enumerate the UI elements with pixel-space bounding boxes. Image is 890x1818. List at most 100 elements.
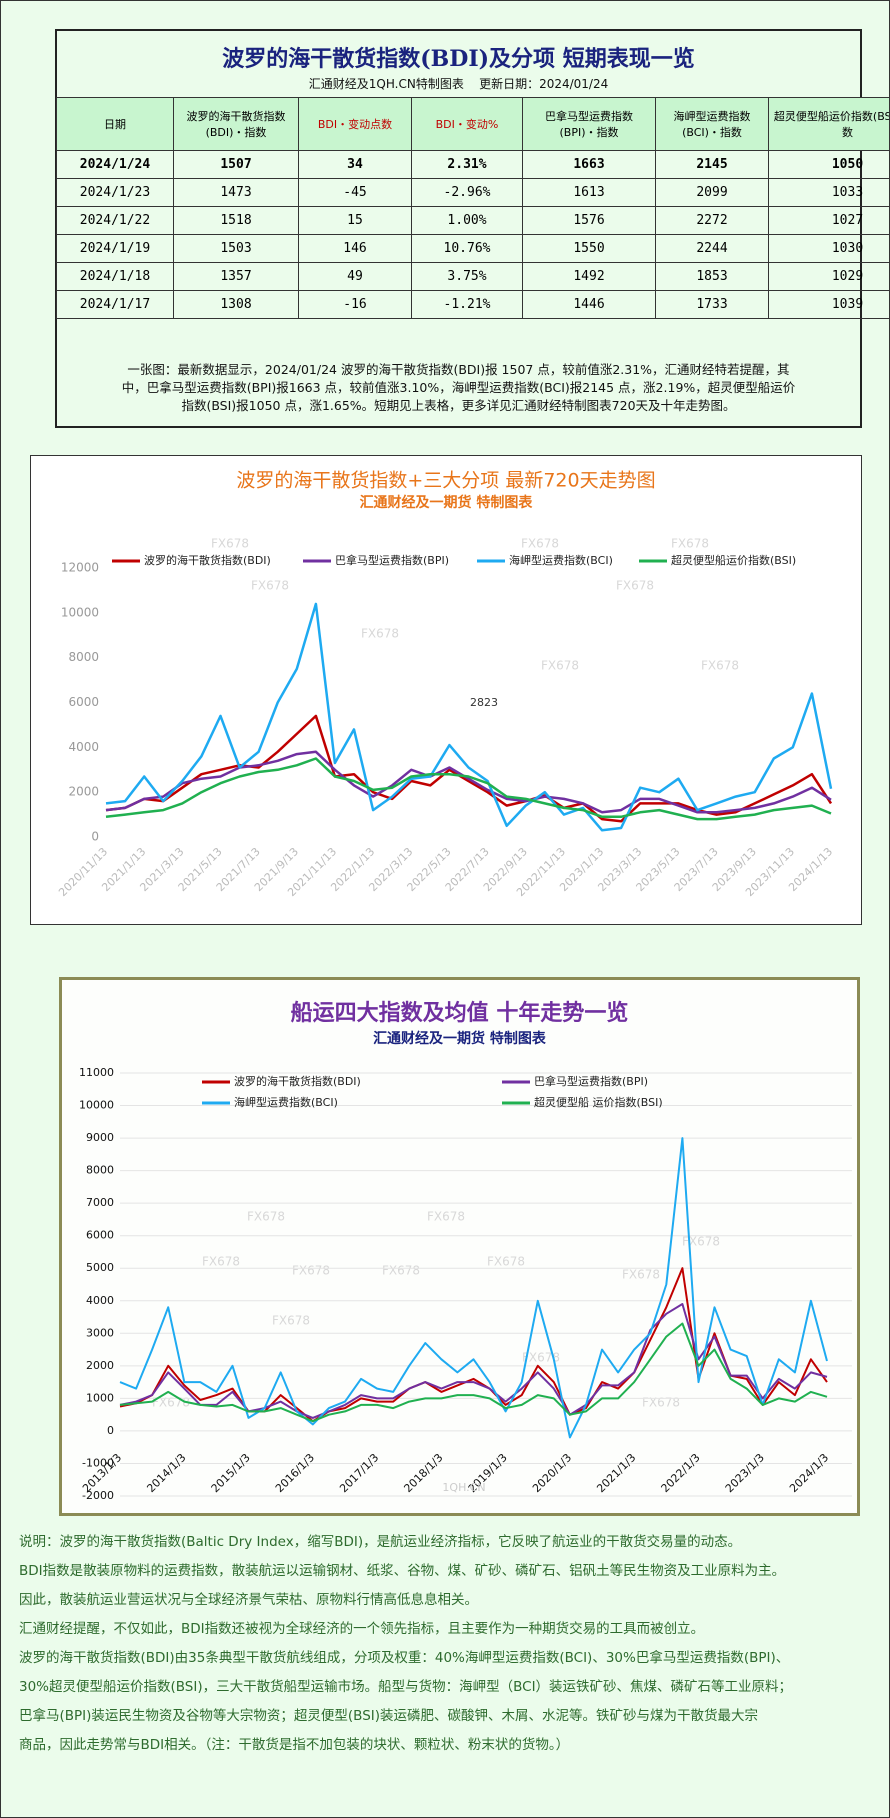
watermark: FX678 [202, 1255, 240, 1269]
table-cell: 1446 [522, 290, 656, 319]
y-tick-label: 10000 [79, 1099, 114, 1112]
watermark: FX678 [427, 1210, 465, 1224]
x-tick-label: 2015/1/3 [209, 1451, 253, 1495]
series-line [119, 1267, 828, 1423]
x-tick-label: 2021/1/3 [594, 1451, 638, 1495]
table-cell: 2.31% [411, 150, 523, 179]
column-header: BDI・变动点数 [298, 97, 412, 151]
chart-subtitle: 汇通财经及一期货 特制图表 [373, 1030, 547, 1047]
table-cell: 2024/1/19 [56, 234, 174, 263]
watermark: FX678 [642, 1396, 680, 1410]
summary-text: 一张图：最新数据显示，2024/01/24 波罗的海干散货指数(BDI)报 15… [63, 361, 854, 415]
table-cell: 2024/1/17 [56, 290, 174, 319]
column-header: 海岬型运费指数(BCI)・指数 [655, 97, 769, 151]
y-tick-label: 2000 [68, 785, 99, 799]
legend-label: 巴拿马型运费指数(BPI) [335, 553, 449, 567]
annotation: 2823 [470, 696, 498, 709]
series-line [105, 750, 832, 814]
table-cell: 10.76% [411, 234, 523, 263]
x-tick-label: 2014/1/3 [144, 1451, 188, 1495]
note-line: 30%超灵便型船运价指数(BSI)，三大干散货船型运输市场。船型与货物：海岬型（… [19, 1679, 793, 1695]
table-cell: 34 [298, 150, 412, 179]
legend-label: 超灵便型船 运价指数(BSI) [534, 1095, 663, 1109]
watermark: FX678 [682, 1235, 720, 1249]
table-cell: 146 [298, 234, 412, 263]
table-cell: 1029 [768, 262, 889, 291]
column-header: 巴拿马型运费指数(BPI)・指数 [522, 97, 656, 151]
table-cell: 1050 [768, 150, 889, 179]
table-row: 2024/1/17 1308 -16 -1.21% 1446 1733 1039 [56, 290, 889, 319]
y-tick-label: 1000 [86, 1391, 114, 1404]
table-cell: 1518 [173, 206, 299, 235]
x-tick-label: 2016/1/3 [273, 1451, 317, 1495]
table-row: 2024/1/24 1507 34 2.31% 1663 2145 1050 [56, 150, 889, 179]
series-line [119, 1303, 828, 1419]
table-cell: 1503 [173, 234, 299, 263]
legend-label: 海岬型运费指数(BCI) [509, 553, 613, 567]
watermark: FX678 [272, 1314, 310, 1328]
x-tick-label: 2020/1/3 [530, 1451, 574, 1495]
y-tick-label: 6000 [86, 1229, 114, 1242]
y-tick-label: 12000 [61, 561, 99, 575]
table-cell: 15 [298, 206, 412, 235]
table-cell: 2024/1/24 [56, 150, 174, 179]
table-cell: 2244 [655, 234, 769, 263]
legend-label: 波罗的海干散货指数(BDI) [144, 553, 271, 567]
y-tick-label: 11000 [79, 1066, 114, 1079]
x-tick-label: 2018/1/3 [401, 1451, 445, 1495]
y-tick-label: 4000 [86, 1294, 114, 1307]
table-cell: 1576 [522, 206, 656, 235]
y-tick-label: -1000 [82, 1456, 114, 1469]
note-line: 因此，散装航运业营运状况与全球经济景气荣枯、原物料行情高低息息相关。 [19, 1592, 478, 1608]
table-cell: 1030 [768, 234, 889, 263]
watermark: FX678 [701, 659, 739, 673]
series-line [105, 757, 832, 821]
y-tick-label: 8000 [86, 1164, 114, 1177]
table-row: 2024/1/23 1473 -45 -2.96% 1613 2099 1033 [56, 178, 889, 207]
table-cell: 2145 [655, 150, 769, 179]
x-tick-label: 2020/11/13 [56, 845, 110, 899]
y-tick-label: 4000 [68, 740, 99, 754]
watermark: FX678 [522, 1351, 560, 1365]
chart-frame: 船运四大指数及均值 十年走势一览汇通财经及一期货 特制图表 FX678 FX678 F… [59, 977, 860, 1516]
watermark: FX678 [247, 1210, 285, 1224]
table-cell: 1033 [768, 178, 889, 207]
table-title: 波罗的海干散货指数(BDI)及分项 短期表现一览 [222, 46, 695, 72]
table-cell: 1663 [522, 150, 656, 179]
y-tick-label: 3000 [86, 1326, 114, 1339]
legend-label: 海岬型运费指数(BCI) [234, 1095, 338, 1109]
table-row: 2024/1/19 1503 146 10.76% 1550 2244 1030 [56, 234, 889, 263]
y-tick-label: 0 [91, 830, 99, 844]
table-subtitle: 汇通财经及1QH.CN特制图表 更新日期：2024/01/24 [308, 77, 609, 91]
note-line: 商品，因此走势常与BDI相关。（注：干散货是指不加包装的块状、颗粒状、粉末状的货… [19, 1737, 570, 1753]
table-row: 2024/1/22 1518 15 1.00% 1576 2272 1027 [56, 206, 889, 235]
notes: 说明：波罗的海干散货指数(Baltic Dry Index，缩写BDI)，是航运… [19, 1528, 792, 1760]
table-cell: 1492 [522, 262, 656, 291]
table-cell: 2272 [655, 206, 769, 235]
y-tick-label: 9000 [86, 1131, 114, 1144]
summary-line: 一张图：最新数据显示，2024/01/24 波罗的海干散货指数(BDI)报 15… [127, 362, 790, 377]
note-line: 波罗的海干散货指数(BDI)由35条典型干散货航线组成，分项及权重：40%海岬型… [19, 1650, 790, 1666]
x-tick-label: 2022/1/3 [659, 1451, 703, 1495]
series-line [119, 1322, 828, 1423]
legend-label: 超灵便型船运价指数(BSI) [671, 553, 796, 567]
y-tick-label: 8000 [68, 650, 99, 664]
index-table: 日期 波罗的海干散货指数(BDI)・指数 BDI・变动点数 BDI・变动% 巴拿马型运费… [56, 97, 889, 319]
column-header: 超灵便型船运价指数(BSI)・指数 [768, 97, 889, 151]
legend-label: 波罗的海干散货指数(BDI) [234, 1074, 361, 1088]
y-tick-label: -2000 [82, 1489, 114, 1502]
watermark: FX678 [521, 537, 559, 551]
chart-subtitle: 汇通财经及一期货 特制图表 [360, 494, 534, 511]
watermark: FX678 [622, 1268, 660, 1282]
summary-line: 中，巴拿马型运费指数(BPI)报1663 点，较前值涨3.10%，海岬型运费指数… [121, 380, 796, 395]
chart-title: 船运四大指数及均值 十年走势一览 [291, 1000, 629, 1026]
chart-title: 波罗的海干散货指数+三大分项 最新720天走势图 [236, 470, 655, 492]
watermark: FX678 [292, 1264, 330, 1278]
column-header: 日期 [56, 97, 174, 151]
table-cell: 1550 [522, 234, 656, 263]
table-cell: -2.96% [411, 178, 523, 207]
table-cell: 2024/1/22 [56, 206, 174, 235]
table-cell: 2024/1/18 [56, 262, 174, 291]
